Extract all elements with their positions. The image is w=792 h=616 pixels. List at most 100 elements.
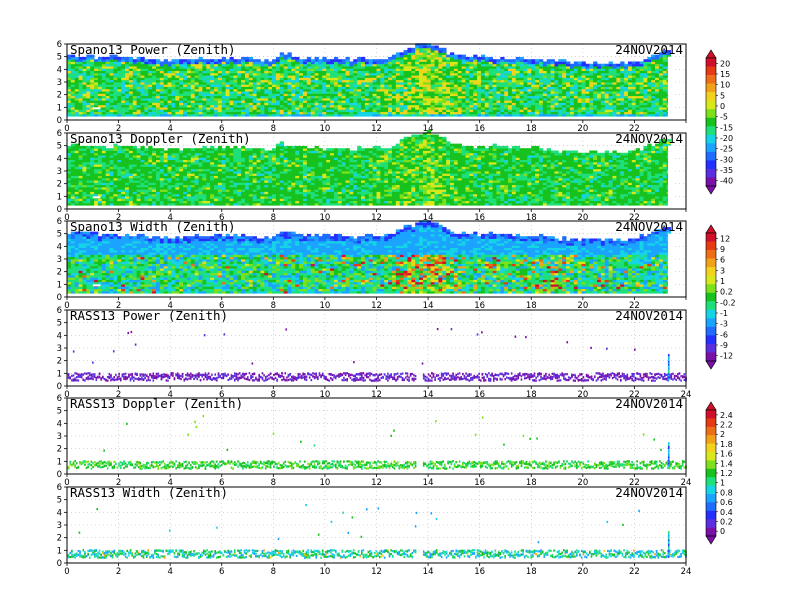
heatmap-cell	[477, 80, 481, 83]
heatmap-cell	[75, 146, 79, 149]
heatmap-cell	[168, 185, 172, 188]
heatmap-cell	[539, 100, 543, 103]
heatmap-cell	[597, 105, 601, 108]
heatmap-cell	[315, 91, 319, 94]
heatmap-cell	[199, 112, 203, 115]
heatmap-cell	[438, 93, 442, 96]
heatmap-cell	[442, 91, 446, 94]
heatmap-cell	[377, 80, 381, 83]
heatmap-cell	[141, 91, 145, 94]
heatmap-cell	[342, 66, 346, 69]
heatmap-cell	[171, 61, 175, 64]
heatmap-cell	[199, 180, 203, 183]
heatmap-cell	[199, 82, 203, 85]
heatmap-cell	[516, 89, 520, 92]
heatmap-cell	[148, 196, 152, 199]
heatmap-cell	[295, 105, 299, 108]
heatmap-cell	[500, 87, 504, 90]
heatmap-cell	[245, 91, 249, 94]
heatmap-cell	[71, 185, 75, 188]
heatmap-cell	[485, 87, 489, 90]
heatmap-cell	[562, 66, 566, 69]
heatmap-cell	[187, 153, 191, 156]
heatmap-cell	[311, 89, 315, 92]
heatmap-cell	[647, 59, 651, 62]
heatmap-cell	[636, 107, 640, 110]
heatmap-cell	[152, 87, 156, 90]
heatmap-cell	[67, 114, 71, 117]
heatmap-cell	[90, 84, 94, 87]
heatmap-cell	[113, 103, 117, 106]
heatmap-cell	[148, 189, 152, 192]
heatmap-cell	[168, 178, 172, 181]
heatmap-cell	[547, 109, 551, 112]
heatmap-cell	[125, 73, 129, 76]
heatmap-cell	[260, 98, 264, 101]
heatmap-cell	[353, 109, 357, 112]
heatmap-cell	[171, 59, 175, 62]
heatmap-cell	[365, 109, 369, 112]
heatmap-cell	[129, 180, 133, 183]
heatmap-cell	[175, 160, 179, 163]
heatmap-cell	[90, 89, 94, 92]
heatmap-cell	[438, 87, 442, 90]
heatmap-cell	[318, 77, 322, 80]
heatmap-cell	[168, 194, 172, 197]
heatmap-cell	[357, 105, 361, 108]
heatmap-cell	[295, 77, 299, 80]
heatmap-cell	[655, 89, 659, 92]
heatmap-cell	[593, 84, 597, 87]
heatmap-cell	[520, 98, 524, 101]
heatmap-cell	[264, 77, 268, 80]
heatmap-cell	[357, 57, 361, 60]
heatmap-cell	[427, 50, 431, 53]
heatmap-cell	[628, 105, 632, 108]
heatmap-cell	[75, 166, 79, 169]
heatmap-cell	[233, 103, 237, 106]
heatmap-cell	[245, 59, 249, 62]
heatmap-cell	[210, 71, 214, 74]
heatmap-cell	[171, 100, 175, 103]
heatmap-cell	[183, 64, 187, 67]
heatmap-cell	[79, 157, 83, 160]
heatmap-cell	[226, 66, 230, 69]
heatmap-cell	[624, 93, 628, 96]
heatmap-cell	[435, 84, 439, 87]
heatmap-cell	[218, 114, 222, 117]
heatmap-cell	[206, 112, 210, 115]
heatmap-cell	[237, 91, 241, 94]
heatmap-cell	[435, 64, 439, 67]
heatmap-cell	[295, 112, 299, 115]
heatmap-cell	[71, 157, 75, 160]
heatmap-cell	[86, 89, 90, 92]
heatmap-cell	[380, 77, 384, 80]
heatmap-cell	[133, 66, 137, 69]
heatmap-cell	[144, 176, 148, 179]
heatmap-cell	[551, 66, 555, 69]
heatmap-cell	[473, 87, 477, 90]
heatmap-cell	[396, 82, 400, 85]
heatmap-cell	[171, 150, 175, 153]
heatmap-cell	[237, 107, 241, 110]
heatmap-cell	[465, 84, 469, 87]
heatmap-cell	[423, 61, 427, 64]
heatmap-cell	[415, 61, 419, 64]
heatmap-cell	[373, 59, 377, 62]
heatmap-cell	[106, 64, 110, 67]
heatmap-cell	[465, 112, 469, 115]
heatmap-cell	[241, 112, 245, 115]
heatmap-cell	[82, 180, 86, 183]
heatmap-cell	[636, 68, 640, 71]
heatmap-cell	[264, 91, 268, 94]
heatmap-cell	[326, 93, 330, 96]
heatmap-cell	[411, 59, 415, 62]
heatmap-cell	[504, 66, 508, 69]
heatmap-cell	[125, 146, 129, 149]
heatmap-cell	[94, 182, 98, 185]
heatmap-cell	[539, 71, 543, 74]
heatmap-cell	[121, 100, 125, 103]
heatmap-cell	[512, 64, 516, 67]
heatmap-cell	[79, 100, 83, 103]
heatmap-cell	[187, 148, 191, 151]
heatmap-cell	[338, 112, 342, 115]
